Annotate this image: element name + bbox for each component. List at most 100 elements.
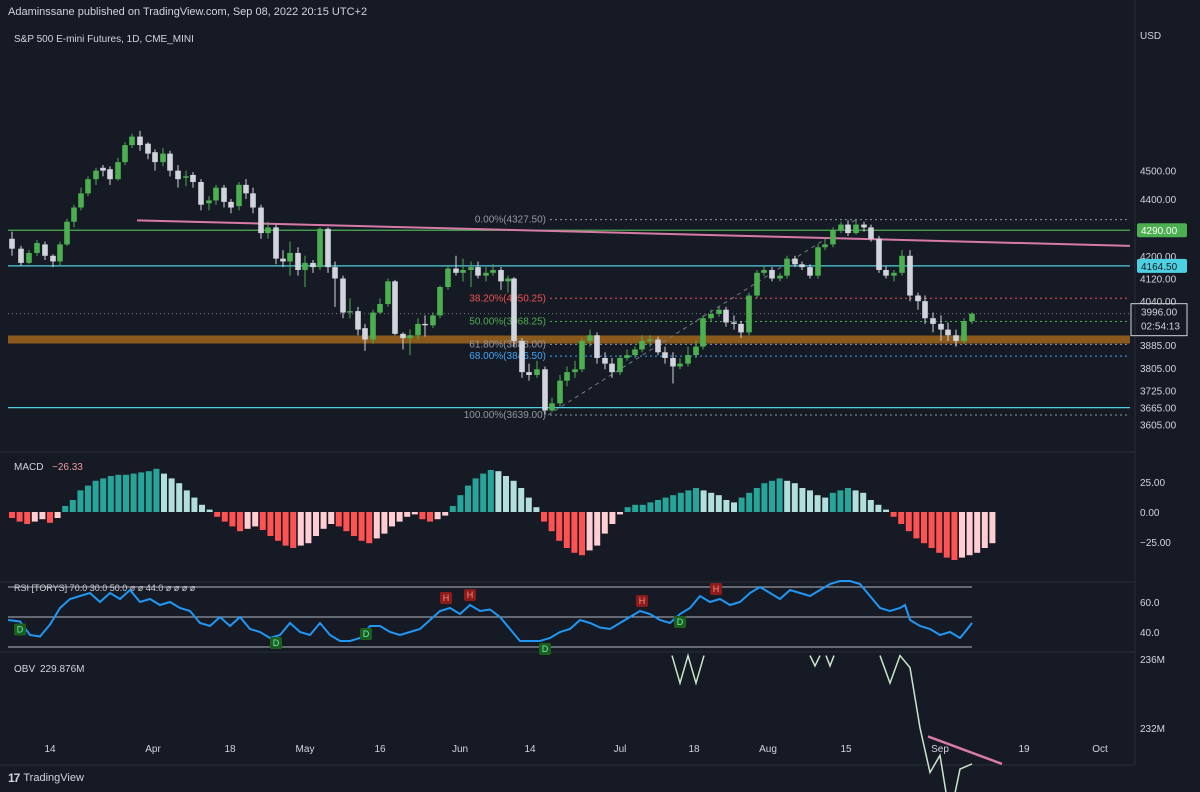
- rsi-marker-label: D: [363, 629, 370, 639]
- candle-body: [167, 153, 173, 171]
- macd-histogram-bar: [320, 512, 327, 529]
- macd-histogram-bar: [39, 512, 46, 520]
- price-tick-label: 4400.00: [1140, 195, 1177, 206]
- macd-histogram-bar: [503, 476, 509, 512]
- macd-histogram-bar: [655, 500, 661, 512]
- macd-histogram-bar: [632, 504, 639, 512]
- macd-histogram-bar: [24, 512, 31, 524]
- macd-histogram-bar: [411, 512, 418, 515]
- x-tick-label: Jul: [614, 744, 627, 755]
- macd-histogram-bar: [753, 488, 760, 512]
- macd-histogram-bar: [343, 512, 350, 532]
- candle-body: [422, 323, 428, 326]
- macd-histogram-bar: [62, 506, 69, 512]
- obv-divergence-line: [927, 735, 1003, 766]
- candle-body: [700, 318, 706, 347]
- macd-histogram-bar: [221, 512, 228, 522]
- macd-histogram-bar: [989, 512, 996, 544]
- candle-body: [26, 252, 32, 263]
- obv-tick-label: 232M: [1140, 724, 1165, 735]
- candle-body: [42, 244, 48, 256]
- macd-histogram-bar: [860, 492, 867, 512]
- candle-body: [122, 145, 128, 163]
- candle-body: [594, 335, 600, 358]
- macd-histogram-bar: [404, 512, 411, 517]
- candle-body: [883, 269, 889, 276]
- currency-label: USD: [1140, 31, 1161, 42]
- candle-body: [273, 227, 279, 259]
- candle-body: [445, 268, 451, 288]
- obv-line: [879, 654, 973, 792]
- candle-body: [799, 264, 805, 268]
- macd-histogram-bar: [107, 476, 114, 512]
- candle-body: [609, 363, 615, 373]
- candle-body: [930, 318, 936, 324]
- candle-body: [815, 247, 821, 276]
- macd-histogram-bar: [852, 490, 859, 512]
- candle-body: [100, 167, 106, 171]
- countdown-badge-bg: [1137, 318, 1187, 333]
- brand-footer[interactable]: 17 TradingView: [8, 771, 84, 785]
- macd-histogram-bar: [214, 512, 221, 517]
- macd-histogram-bar: [305, 512, 312, 544]
- macd-histogram-bar: [457, 495, 464, 512]
- macd-histogram-bar: [586, 512, 593, 551]
- macd-histogram-bar: [442, 512, 449, 516]
- candle-body: [519, 340, 525, 373]
- candle-body: [400, 333, 406, 339]
- candle-body: [250, 193, 256, 208]
- macd-histogram-bar: [427, 512, 433, 522]
- macd-histogram-bar: [769, 480, 775, 512]
- macd-histogram-bar: [715, 495, 722, 512]
- macd-histogram-bar: [791, 483, 798, 512]
- macd-histogram-bar: [746, 492, 753, 512]
- candle-body: [34, 243, 40, 253]
- macd-histogram-bar: [100, 478, 107, 512]
- macd-histogram-bar: [776, 478, 783, 512]
- last-price-frame: [1130, 303, 1188, 337]
- candle-body: [708, 313, 714, 319]
- candle-body: [572, 369, 578, 373]
- candle-body: [302, 262, 308, 270]
- macd-histogram-bar: [837, 490, 844, 512]
- macd-histogram-bar: [9, 512, 15, 518]
- macd-histogram-bar: [434, 512, 441, 520]
- level-price-badge: 4290.00: [1141, 226, 1178, 237]
- candle-body: [784, 258, 790, 276]
- candle-body: [838, 224, 844, 231]
- price-tick-label: 3885.00: [1140, 341, 1177, 352]
- candle-body: [9, 238, 15, 249]
- macd-histogram-bar: [199, 504, 205, 512]
- macd-histogram-bar: [366, 512, 373, 544]
- macd-histogram-bar: [936, 512, 943, 553]
- macd-histogram-bar: [731, 502, 737, 512]
- rsi-marker-label: H: [639, 596, 646, 606]
- candle-body: [430, 315, 436, 326]
- macd-histogram-bar: [419, 512, 426, 520]
- candle-body: [362, 328, 368, 340]
- macd-histogram-bar: [518, 488, 525, 512]
- obv-line-segment: [809, 655, 821, 668]
- obv-line-segment: [825, 655, 835, 668]
- x-tick-label: May: [296, 744, 315, 755]
- candle-body: [746, 295, 752, 333]
- candle-body: [206, 200, 212, 204]
- candle-body: [265, 227, 271, 234]
- candle-body: [534, 369, 540, 375]
- candle-body: [579, 340, 585, 370]
- macd-histogram-bar: [548, 512, 555, 532]
- macd-histogram-bar: [670, 495, 677, 512]
- candle-body: [468, 267, 474, 270]
- candle-body: [160, 153, 166, 163]
- price-tick-label: 3665.00: [1140, 404, 1177, 415]
- candle-body: [325, 228, 331, 268]
- macd-histogram-bar: [47, 512, 53, 523]
- macd-histogram-bar: [677, 492, 684, 512]
- macd-histogram-bar: [913, 512, 920, 539]
- macd-histogram-bar: [928, 512, 935, 548]
- candle-body: [490, 269, 496, 273]
- candle-body: [526, 372, 532, 375]
- macd-histogram-bar: [708, 492, 715, 512]
- macd-histogram-bar: [905, 512, 912, 532]
